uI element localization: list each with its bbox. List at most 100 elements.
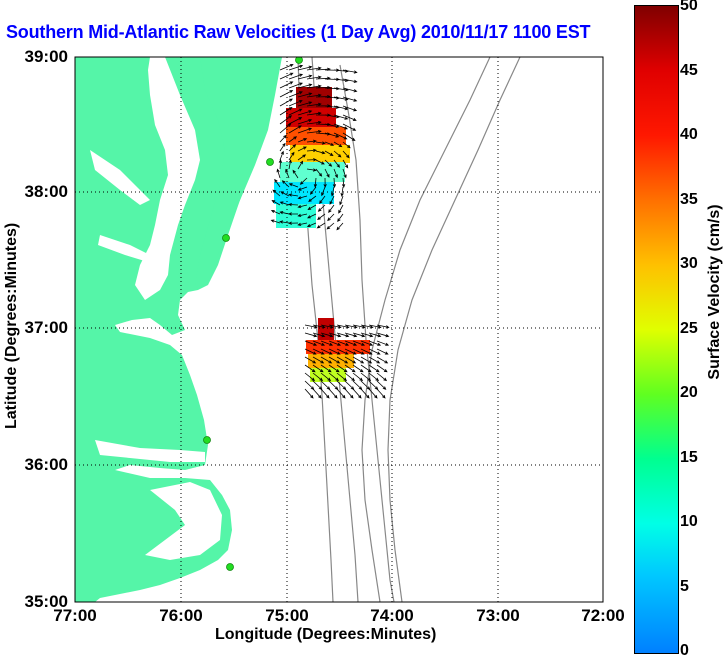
- grid: [75, 57, 603, 602]
- velocity-arrow: [272, 189, 281, 197]
- velocity-arrow: [279, 123, 292, 134]
- velocity-arrow: [270, 209, 281, 215]
- velocity-arrow: [360, 332, 374, 338]
- velocity-arrow: [279, 134, 287, 143]
- velocity-arrow: [279, 150, 284, 161]
- velocity-arrow: [271, 200, 281, 206]
- velocity-arrow: [360, 340, 374, 346]
- x-tick-label: 73:00: [476, 606, 520, 625]
- velocity-arrow: [306, 120, 322, 125]
- velocity-arrow: [320, 332, 334, 338]
- velocity-arrow: [315, 141, 326, 145]
- chesapeake-bay: [135, 57, 200, 300]
- velocity-arrow: [326, 222, 335, 230]
- velocity-arrow: [297, 222, 308, 226]
- velocity-arrow: [337, 213, 344, 223]
- velocity-arrow: [342, 114, 357, 121]
- velocity-arrow: [342, 105, 358, 112]
- velocity-arrow: [316, 222, 326, 229]
- velocity-arrow: [312, 340, 326, 346]
- velocity-arrow: [306, 93, 322, 98]
- velocity-arrow: [324, 159, 333, 167]
- velocity-arrow: [344, 372, 356, 382]
- colorbar-tick: 40: [680, 126, 698, 143]
- velocity-arrow: [344, 332, 358, 338]
- velocity-arrow: [328, 364, 340, 373]
- velocity-arrow: [279, 115, 293, 125]
- velocity-arrow: [297, 204, 308, 209]
- velocity-arrow: [333, 114, 349, 120]
- velocity-arrow: [336, 222, 344, 231]
- colorbar: [634, 5, 679, 654]
- velocity-arrow: [279, 72, 294, 80]
- velocity-arrow: [276, 168, 281, 179]
- velocity-arrow: [360, 356, 373, 364]
- velocity-arrow: [299, 177, 308, 185]
- velocity-arrow: [306, 222, 317, 228]
- velocity-arrow: [342, 78, 358, 83]
- colorbar-tick: 25: [680, 320, 698, 337]
- velocity-arrow: [360, 324, 374, 329]
- colorbar-tick: 10: [680, 513, 698, 530]
- y-axis-label: Latitude (Degrees:Minutes): [3, 222, 20, 429]
- velocity-arrow: [279, 98, 293, 107]
- velocity-arrow: [339, 195, 344, 206]
- velocity-arrow: [328, 388, 338, 399]
- velocity-arrow: [288, 221, 299, 225]
- velocity-arrow: [297, 146, 307, 152]
- velocity-arrow: [360, 364, 372, 373]
- velocity-arrow: [306, 111, 322, 116]
- velocity-arrow: [352, 332, 366, 338]
- velocity-arrow: [336, 348, 349, 355]
- velocity-arrow: [368, 388, 378, 399]
- velocity-arrows: [270, 63, 390, 399]
- velocity-arrow: [288, 193, 299, 197]
- velocity-arrow: [333, 123, 349, 130]
- velocity-arrow: [320, 340, 334, 346]
- velocity-arrow: [281, 180, 290, 188]
- velocity-arrow: [312, 372, 324, 382]
- velocity-arrow: [304, 372, 316, 382]
- bay-inlet-upper: [90, 150, 150, 205]
- velocity-arrow: [312, 332, 326, 338]
- velocity-arrow: [270, 219, 281, 224]
- velocity-arrow: [315, 150, 326, 155]
- velocity-arrow: [352, 324, 366, 329]
- velocity-arrow: [376, 348, 389, 355]
- velocity-arrow: [376, 372, 388, 382]
- velocity-arrow: [328, 356, 341, 364]
- velocity-arrow: [360, 348, 373, 355]
- velocity-arrow: [320, 356, 333, 364]
- velocity-arrow: [329, 195, 335, 205]
- velocity-arrow: [344, 364, 356, 373]
- velocity-arrow: [352, 356, 365, 364]
- velocity-arrow: [317, 213, 326, 220]
- velocity-arrow: [297, 83, 313, 89]
- velocity-arrow: [306, 75, 322, 80]
- velocity-arrow: [278, 159, 283, 170]
- velocity-arrow: [324, 150, 334, 156]
- velocity-arrow: [279, 90, 294, 98]
- velocity-arrow: [297, 65, 313, 71]
- colorbar-tick: 20: [680, 384, 698, 401]
- delmarva-land: [195, 57, 282, 285]
- velocity-arrow: [342, 132, 356, 141]
- velocity-arrow: [340, 186, 344, 197]
- velocity-arrow: [288, 64, 304, 71]
- velocity-arrow: [297, 118, 313, 125]
- velocity-arrow: [376, 380, 387, 390]
- velocity-arrow: [288, 73, 304, 80]
- velocity-arrow: [336, 324, 350, 329]
- velocity-arrow: [304, 364, 316, 373]
- velocity-arrow: [288, 108, 303, 116]
- y-tick-label: 39:00: [24, 47, 68, 66]
- velocity-arrow: [306, 139, 317, 143]
- x-axis-label: Longitude (Degrees:Minutes): [215, 626, 437, 643]
- velocity-arrow: [332, 177, 337, 188]
- velocity-arrow: [304, 388, 314, 399]
- velocity-arrow: [342, 150, 350, 159]
- colorbar-tick: 0: [680, 642, 689, 659]
- velocity-arrow: [376, 388, 386, 399]
- velocity-arrow: [288, 136, 298, 143]
- radar-station: [266, 158, 274, 166]
